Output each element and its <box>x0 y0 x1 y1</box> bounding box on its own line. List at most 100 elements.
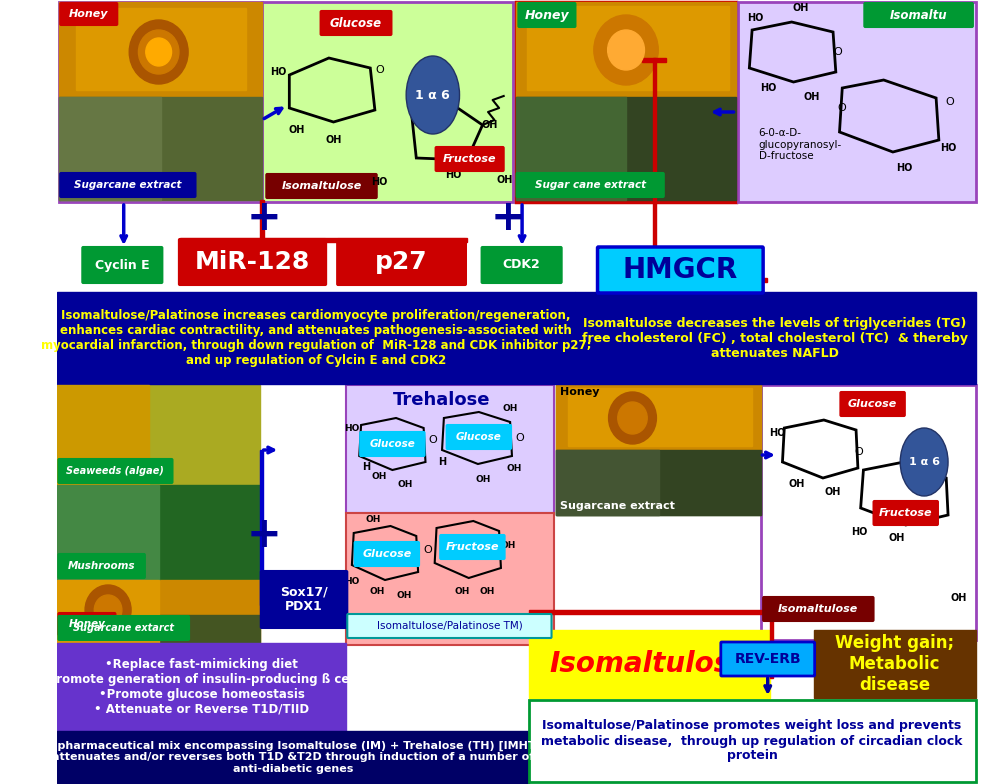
Text: HO: HO <box>371 177 388 187</box>
Bar <box>556 385 761 515</box>
Circle shape <box>608 30 644 70</box>
Bar <box>59 2 262 97</box>
Text: OH: OH <box>476 474 491 484</box>
Text: OH: OH <box>793 3 809 13</box>
Text: 1 α 6: 1 α 6 <box>909 457 940 467</box>
Text: HO: HO <box>344 578 360 586</box>
Text: OH: OH <box>951 593 967 603</box>
Bar <box>57 385 260 485</box>
Text: OH: OH <box>474 163 491 173</box>
FancyBboxPatch shape <box>447 425 511 449</box>
Text: OH: OH <box>482 120 498 130</box>
Bar <box>59 97 262 200</box>
Text: Honey: Honey <box>68 619 105 629</box>
Text: Honey: Honey <box>69 9 109 19</box>
Text: OH: OH <box>496 175 513 185</box>
FancyBboxPatch shape <box>598 247 763 293</box>
Text: OH: OH <box>397 591 412 601</box>
Text: OH: OH <box>455 587 470 597</box>
Text: O: O <box>516 433 525 443</box>
Bar <box>516 2 736 97</box>
Text: +: + <box>491 197 526 239</box>
Bar <box>529 610 771 614</box>
Text: Honey: Honey <box>525 9 569 21</box>
Text: HO: HO <box>344 423 360 433</box>
Text: HO: HO <box>769 428 785 438</box>
FancyBboxPatch shape <box>355 542 419 566</box>
Text: O: O <box>428 435 437 445</box>
FancyBboxPatch shape <box>261 571 347 628</box>
FancyBboxPatch shape <box>360 432 425 456</box>
Bar <box>59 2 262 202</box>
Bar <box>761 385 976 640</box>
Text: Fructose: Fructose <box>443 154 496 164</box>
Bar <box>76 8 246 90</box>
Circle shape <box>94 595 122 625</box>
Text: Sugarcane extract: Sugarcane extract <box>560 501 675 511</box>
Text: Sugar cane extract: Sugar cane extract <box>535 180 646 190</box>
FancyBboxPatch shape <box>864 3 973 27</box>
Text: O: O <box>375 65 384 75</box>
Text: HO: HO <box>270 67 286 77</box>
Text: Sugarcane extarct: Sugarcane extarct <box>73 623 174 633</box>
Text: Trehalose: Trehalose <box>393 391 491 409</box>
Text: •Replace fast-mimicking diet
•Promote generation of insulin-producing ß cells
•P: •Replace fast-mimicking diet •Promote ge… <box>40 658 364 716</box>
Text: MiR-128: MiR-128 <box>195 250 310 274</box>
Circle shape <box>609 392 656 444</box>
Text: Isomaltulose: Isomaltulose <box>281 181 362 191</box>
Text: OH: OH <box>325 135 342 145</box>
Text: CDK2: CDK2 <box>503 259 541 271</box>
Text: OH: OH <box>365 516 381 524</box>
FancyBboxPatch shape <box>58 613 115 635</box>
FancyBboxPatch shape <box>58 459 172 483</box>
Text: Isomaltulose/Palatinose TM): Isomaltulose/Palatinose TM) <box>377 621 522 631</box>
Text: OH: OH <box>788 479 804 489</box>
Text: OH: OH <box>825 487 841 497</box>
Text: 1 α 6: 1 α 6 <box>415 89 450 101</box>
Text: Weight gain;
Metabolic
disease: Weight gain; Metabolic disease <box>835 634 954 694</box>
Bar <box>814 630 976 698</box>
Text: OH: OH <box>479 587 495 597</box>
FancyBboxPatch shape <box>721 642 815 676</box>
Bar <box>57 580 260 645</box>
Text: O: O <box>854 447 863 457</box>
FancyBboxPatch shape <box>60 3 117 25</box>
Text: OH: OH <box>369 587 384 597</box>
Text: +: + <box>247 197 282 239</box>
Bar <box>260 450 263 605</box>
Bar <box>57 485 260 580</box>
Text: Mushrooms: Mushrooms <box>68 561 135 571</box>
Text: O: O <box>946 97 954 107</box>
FancyBboxPatch shape <box>436 147 504 171</box>
Text: OH: OH <box>288 125 305 135</box>
Text: Isomaltulose: Isomaltulose <box>778 604 858 614</box>
Text: O: O <box>837 103 846 113</box>
Bar <box>529 700 976 782</box>
Text: p27: p27 <box>375 250 428 274</box>
Text: OH: OH <box>501 542 516 550</box>
Bar <box>527 6 729 90</box>
Text: HO: HO <box>896 163 912 173</box>
Text: Isomaltulose decreases the levels of triglycerides (TG)
free cholesterol (FC) , : Isomaltulose decreases the levels of tri… <box>582 317 968 360</box>
Text: HO: HO <box>445 170 461 180</box>
FancyBboxPatch shape <box>518 3 575 27</box>
Text: Isomaltu: Isomaltu <box>890 9 947 21</box>
Text: A pharmaceutical mix encompassing Isomaltulose (IM) + Trehalose (TH) [IMHT]
atte: A pharmaceutical mix encompassing Isomal… <box>45 740 541 774</box>
Text: HO: HO <box>747 13 763 23</box>
FancyBboxPatch shape <box>321 11 391 35</box>
Bar <box>738 2 976 202</box>
Text: HO: HO <box>851 527 867 537</box>
Text: H: H <box>438 457 446 467</box>
Text: O: O <box>423 545 432 555</box>
Text: Sox17/
PDX1: Sox17/ PDX1 <box>280 586 328 614</box>
FancyBboxPatch shape <box>482 247 562 283</box>
FancyBboxPatch shape <box>82 247 162 283</box>
Text: Glucose: Glucose <box>848 399 897 409</box>
FancyBboxPatch shape <box>60 173 195 197</box>
FancyBboxPatch shape <box>763 597 874 621</box>
Bar <box>770 610 773 678</box>
Text: OH: OH <box>888 533 905 543</box>
Ellipse shape <box>900 428 948 496</box>
Bar <box>516 97 626 200</box>
Text: Glucose: Glucose <box>456 432 502 442</box>
